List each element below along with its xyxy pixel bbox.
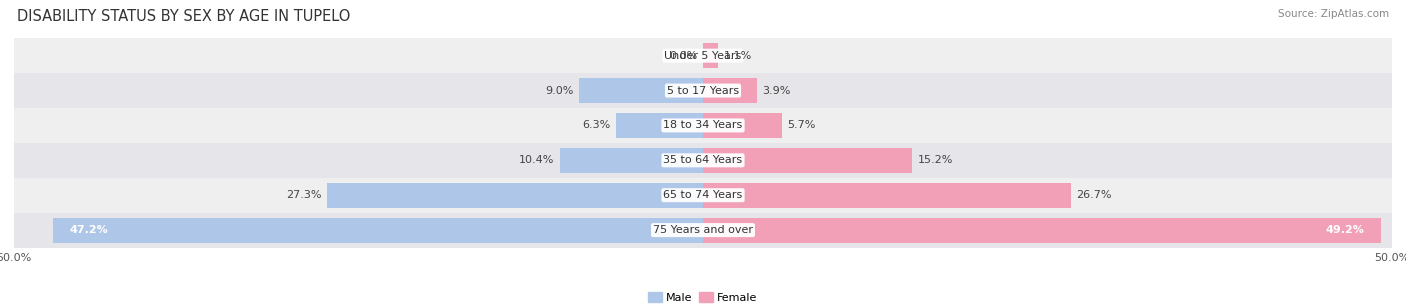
- Text: 9.0%: 9.0%: [546, 85, 574, 95]
- Bar: [14, 178, 1392, 213]
- Text: 15.2%: 15.2%: [918, 155, 953, 165]
- Bar: [703, 148, 912, 173]
- Bar: [703, 113, 782, 138]
- Text: 6.3%: 6.3%: [582, 120, 610, 130]
- Bar: [579, 78, 703, 103]
- Bar: [703, 218, 1381, 243]
- Bar: [703, 183, 1071, 208]
- Text: 65 to 74 Years: 65 to 74 Years: [664, 190, 742, 200]
- Bar: [326, 183, 703, 208]
- Text: 26.7%: 26.7%: [1077, 190, 1112, 200]
- Text: 47.2%: 47.2%: [69, 225, 108, 235]
- Text: 18 to 34 Years: 18 to 34 Years: [664, 120, 742, 130]
- Text: 49.2%: 49.2%: [1326, 225, 1364, 235]
- Bar: [703, 78, 756, 103]
- Text: 1.1%: 1.1%: [724, 51, 752, 61]
- Bar: [14, 213, 1392, 247]
- Bar: [52, 218, 703, 243]
- Text: 0.0%: 0.0%: [669, 51, 697, 61]
- Text: DISABILITY STATUS BY SEX BY AGE IN TUPELO: DISABILITY STATUS BY SEX BY AGE IN TUPEL…: [17, 9, 350, 24]
- Text: 3.9%: 3.9%: [762, 85, 790, 95]
- Text: 5 to 17 Years: 5 to 17 Years: [666, 85, 740, 95]
- Text: 5.7%: 5.7%: [787, 120, 815, 130]
- Text: Under 5 Years: Under 5 Years: [665, 51, 741, 61]
- Text: 27.3%: 27.3%: [285, 190, 322, 200]
- Text: 75 Years and over: 75 Years and over: [652, 225, 754, 235]
- Legend: Male, Female: Male, Female: [644, 288, 762, 304]
- Text: 35 to 64 Years: 35 to 64 Years: [664, 155, 742, 165]
- Bar: [14, 38, 1392, 73]
- Bar: [560, 148, 703, 173]
- Bar: [14, 143, 1392, 178]
- Text: Source: ZipAtlas.com: Source: ZipAtlas.com: [1278, 9, 1389, 19]
- Text: 10.4%: 10.4%: [519, 155, 554, 165]
- Bar: [14, 108, 1392, 143]
- Bar: [616, 113, 703, 138]
- Bar: [14, 73, 1392, 108]
- Bar: [703, 43, 718, 68]
